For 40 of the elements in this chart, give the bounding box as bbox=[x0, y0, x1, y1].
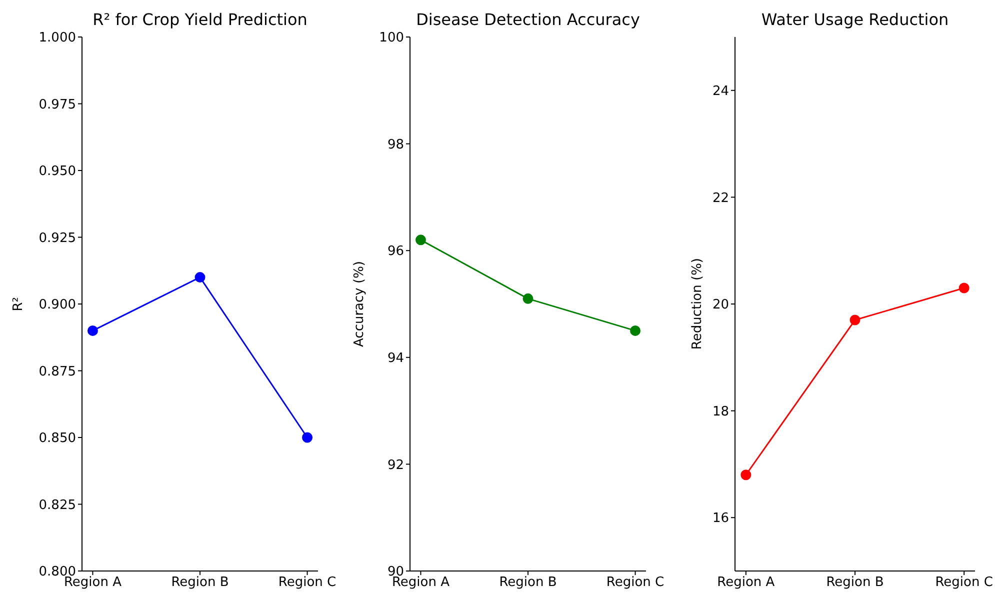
chart-title: R² for Crop Yield Prediction bbox=[92, 10, 308, 29]
point bbox=[630, 325, 641, 336]
y-axis-title: Reduction (%) bbox=[690, 258, 704, 350]
y-tick-label: 0.900 bbox=[38, 298, 76, 313]
x-tick-label: Region A bbox=[717, 575, 775, 590]
point bbox=[415, 234, 426, 246]
chart-title: Disease Detection Accuracy bbox=[415, 10, 641, 29]
y-tick-label: 92 bbox=[387, 458, 404, 473]
y-tick-label: 0.975 bbox=[38, 97, 76, 112]
y-tick-label: 0.875 bbox=[38, 364, 76, 380]
y-axis-title: Accuracy (%) bbox=[352, 261, 366, 347]
x-tick-label: Region B bbox=[499, 575, 557, 590]
y-tick-label: 96 bbox=[387, 244, 404, 260]
y-tick-label: 16 bbox=[712, 511, 729, 526]
y-tick-label: 98 bbox=[387, 137, 404, 152]
point bbox=[740, 470, 752, 480]
y-tick-label: 100 bbox=[379, 30, 404, 46]
x-tick-label: Region C bbox=[606, 575, 664, 590]
x-tick-label: Region B bbox=[826, 575, 884, 590]
x-tick-label: Region C bbox=[935, 575, 993, 590]
y-tick-label: 20 bbox=[712, 298, 729, 313]
y-tick-label: 0.925 bbox=[38, 230, 76, 246]
y-tick-label: 24 bbox=[712, 84, 729, 100]
y-tick-label: 18 bbox=[712, 404, 729, 420]
chart-title: Water Usage Reduction bbox=[760, 10, 950, 29]
y-tick-label: 1.000 bbox=[38, 30, 76, 46]
point bbox=[194, 272, 206, 283]
point bbox=[850, 314, 860, 326]
point bbox=[522, 293, 534, 304]
y-tick-label: 0.950 bbox=[38, 164, 76, 180]
y-tick-label: 0.825 bbox=[38, 498, 76, 513]
x-tick-label: Region C bbox=[278, 575, 336, 590]
y-tick-label: 94 bbox=[387, 351, 404, 366]
y-axis-title: R² bbox=[10, 296, 26, 312]
y-tick-label: 0.850 bbox=[38, 431, 76, 446]
x-tick-label: Region B bbox=[171, 575, 229, 590]
point bbox=[958, 282, 970, 294]
point bbox=[302, 432, 313, 443]
point bbox=[87, 325, 98, 336]
y-tick-label: 22 bbox=[712, 190, 729, 206]
